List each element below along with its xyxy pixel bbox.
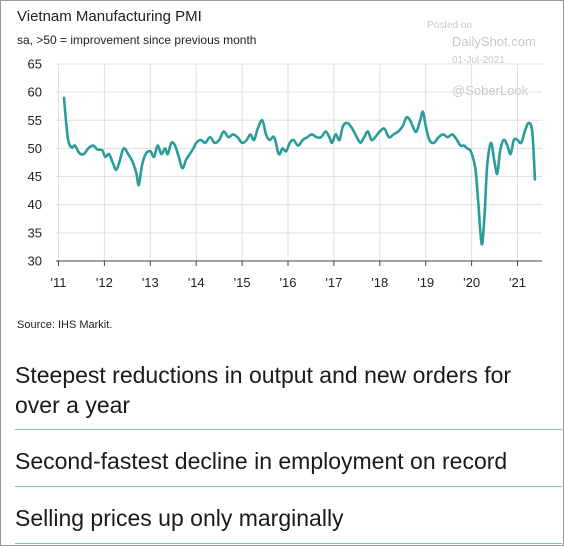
watermark-site: DailyShot.com [452,34,536,49]
y-tick-label: 40 [28,197,42,212]
highlight-selling-prices: Selling prices up only marginally [15,505,344,531]
x-tick-label: '13 [142,275,159,290]
y-tick-label: 65 [28,57,42,72]
y-tick-label: 45 [28,169,42,184]
watermark-handle: @SoberLook [452,83,529,98]
x-tick-label: '21 [509,275,526,290]
watermark-date: 01-Jul-2021 [452,55,505,66]
x-tick-label: '20 [463,275,480,290]
chart-title: Vietnam Manufacturing PMI [17,8,202,25]
y-axis-ticks: 30 35 40 45 50 55 60 65 [28,57,42,269]
divider [15,486,562,487]
highlight-output-orders: Steepest reductions in output and new or… [15,362,512,418]
y-tick-label: 60 [28,85,42,100]
x-tick-label: '11 [51,275,67,290]
y-tick-label: 30 [28,254,42,269]
x-tick-label: '15 [234,275,251,290]
series-layer [62,96,537,246]
x-tick-label: '17 [325,275,342,290]
y-tick-label: 55 [28,113,42,128]
series-line-pmi [62,96,537,246]
grid-lines [56,63,542,266]
chart-subtitle: sa, >50 = improvement since previous mon… [17,33,257,47]
y-tick-label: 35 [28,225,42,240]
watermark-posted: Posted on [427,20,473,31]
x-tick-label: '12 [96,275,113,290]
highlight-employment: Second-fastest decline in employment on … [15,448,508,474]
x-tick-label: '19 [417,275,434,290]
chart-source: Source: IHS Markit. [17,319,113,331]
divider [15,543,562,544]
x-tick-label: '14 [188,275,205,290]
x-tick-label: '18 [371,275,388,290]
x-tick-label: '16 [280,275,297,290]
divider [15,429,562,430]
y-tick-label: 50 [28,141,42,156]
x-axis-ticks: '11 '12 '13 '14 '15 '16 '17 '18 '19 '20 '21 [51,275,526,290]
